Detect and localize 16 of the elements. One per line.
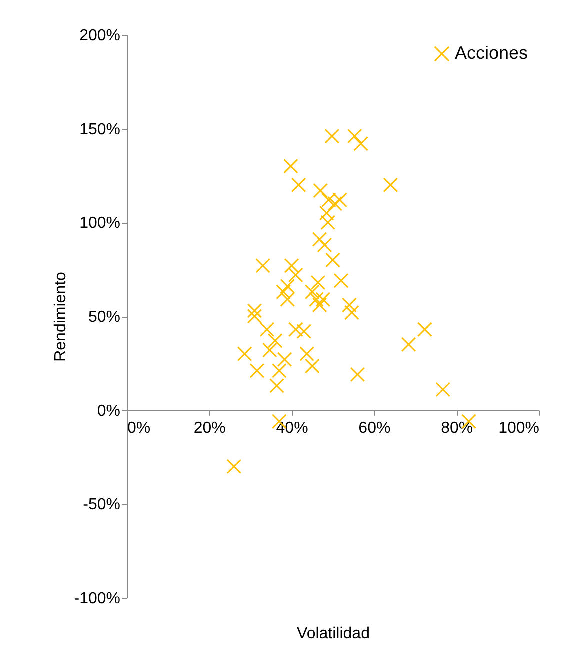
y-tick-label: -50% — [83, 496, 120, 514]
x-tick-label: 40% — [276, 420, 308, 437]
y-tick-label: 0% — [97, 402, 120, 420]
y-tick-label: -100% — [74, 590, 120, 608]
x-tick-label: 100% — [498, 420, 540, 437]
x-tick-label: 80% — [441, 420, 474, 437]
y-axis-title: Rendimiento — [52, 272, 70, 362]
legend-label: Acciones — [455, 43, 528, 63]
y-tick-label: 200% — [80, 28, 120, 44]
y-tick-label: 100% — [80, 215, 120, 232]
x-tick-label: 60% — [358, 420, 391, 437]
y-tick-label: 150% — [80, 121, 120, 138]
y-tick-label: 50% — [88, 309, 120, 326]
x-tick-label: 20% — [194, 420, 226, 437]
x-axis-title: Volatilidad — [297, 626, 370, 642]
x-tick-label: 0% — [128, 420, 151, 437]
